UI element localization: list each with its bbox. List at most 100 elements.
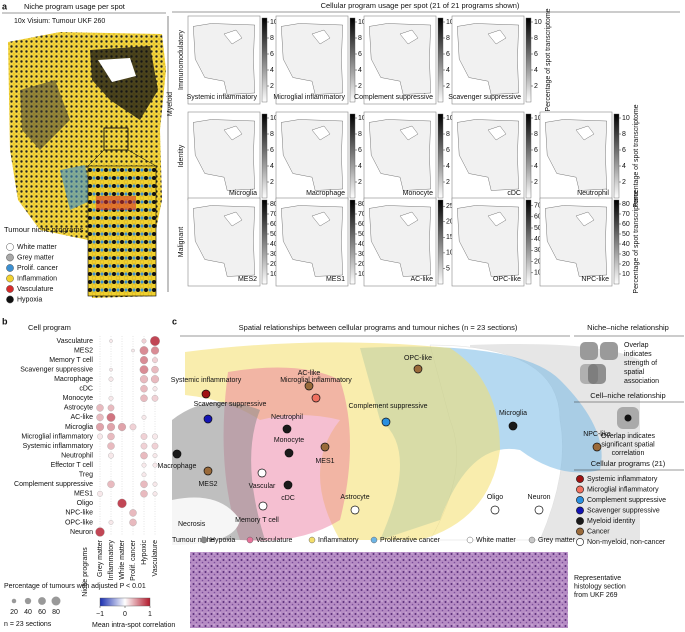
colorbar-tick-label: 30 (270, 251, 278, 258)
row-label: Vasculature (57, 338, 94, 345)
row-label: Monocyte (63, 395, 93, 402)
row-label: Oligo (77, 500, 93, 507)
panel-title: Spatial relationships between cellular p… (239, 323, 518, 332)
colorbar-tick-label: 4 (446, 163, 450, 170)
map-title: AC-like (410, 276, 433, 283)
dot (152, 481, 158, 487)
colorbar-tick-label: 10 (446, 115, 454, 122)
legend-label: Prolif. cancer (17, 265, 59, 272)
tissue-map (457, 205, 519, 277)
row-label: Systemic inflammatory (23, 443, 94, 450)
note: Overlap (624, 342, 649, 349)
legend-swatch (6, 253, 14, 262)
map-title: Microglial inflammatory (273, 94, 345, 101)
note: Overlap indicates (601, 433, 656, 440)
dot (151, 442, 159, 450)
colorbar-tick-label: 30 (622, 251, 630, 258)
colorbar-tick-label: 70 (622, 211, 630, 218)
program-node (203, 466, 213, 476)
program-label: OPC-like (404, 355, 432, 362)
size-key-label: 80 (52, 609, 60, 616)
dot (107, 432, 115, 441)
program-node (304, 381, 314, 391)
program-node (201, 389, 211, 399)
dot (129, 423, 137, 431)
dot (139, 346, 149, 355)
panel-label: c (172, 316, 177, 326)
program-legend-label: Microglial inflammatory (587, 486, 659, 493)
map-title: cDC (507, 190, 521, 197)
column-label: Grey matter (97, 539, 104, 577)
colorbar-tick-label: 6 (358, 147, 362, 154)
row-label: cDC (79, 386, 93, 393)
map-title: MES2 (238, 276, 257, 283)
note: indicates (624, 351, 652, 358)
program-swatch (576, 496, 584, 504)
program-label: MES1 (315, 458, 334, 465)
program-legend-label: Complement suppressive (587, 497, 666, 504)
tissue-map (369, 205, 431, 277)
dot (96, 404, 104, 412)
tissue-map (457, 23, 519, 95)
column-label: White matter (119, 539, 126, 579)
program-node (172, 449, 182, 459)
tissue-hole (487, 29, 507, 45)
colorbar-tick-label: 6 (270, 147, 274, 154)
dot (97, 490, 103, 497)
note: correlation (612, 450, 645, 457)
legend-label: Hypoxia (17, 296, 42, 303)
program-label: Monocyte (274, 437, 304, 444)
colorbar-tick-label: 2 (270, 179, 274, 186)
program-swatch (576, 506, 584, 515)
colorbar-tick-label: 2 (270, 83, 274, 90)
colorbar-title: Percentage of spot transcriptome (545, 8, 552, 111)
program-label: Memory T cell (235, 517, 279, 524)
niche-icon (580, 342, 618, 384)
colorbar-tick-label: 2 (622, 179, 626, 186)
dot (139, 356, 149, 365)
colorbar-tick-label: 5 (446, 265, 450, 272)
program-node (508, 421, 518, 431)
size-key (38, 597, 46, 605)
colorbar (349, 113, 356, 199)
colorbar-tick-label: 8 (622, 131, 626, 138)
program-swatch (576, 475, 584, 483)
colorbar-tick-label: 20 (270, 261, 278, 268)
dot (108, 520, 114, 525)
dot (150, 346, 160, 355)
row-label: OPC-like (65, 519, 93, 526)
row-label: MES2 (74, 347, 93, 354)
colorbar-tick-label: 10 (358, 19, 366, 26)
colorbar-tick-label: 6 (534, 51, 538, 58)
colorbar (261, 113, 268, 199)
colorbar-tick-label: 80 (358, 201, 366, 208)
column-label: Inflammatory (108, 540, 115, 581)
colorbar-tick-label: 40 (270, 241, 278, 248)
map-title: Complement suppressive (354, 94, 433, 101)
tissue-hole (487, 211, 507, 227)
dot (117, 498, 127, 508)
niche-swatch (528, 536, 536, 544)
size-legend-title: Percentage of tumours with adjusted P < … (4, 583, 146, 590)
colorbar-tick-label: 6 (270, 51, 274, 58)
dot (140, 433, 148, 440)
colorbar-tick-label: 10 (270, 271, 278, 278)
colorbar-tick-label: 2 (534, 83, 538, 90)
color-legend-title: Mean intra-spot correlation (92, 622, 175, 629)
colorbar (349, 17, 356, 103)
program-node (534, 505, 544, 515)
program-node (592, 442, 602, 452)
colorbar-tick-label: 40 (622, 241, 630, 248)
note: from UKF 269 (574, 592, 618, 599)
niche-label: White matter (476, 537, 516, 544)
program-swatch (576, 517, 584, 525)
row-label: Immunomodulatory (178, 30, 185, 90)
program-node (257, 468, 267, 478)
row-label: AC-like (70, 414, 93, 421)
dot (95, 527, 105, 537)
dot (152, 453, 158, 458)
tissue-hole (223, 29, 243, 45)
panel-title: Cellular program usage per spot (21 of 2… (321, 1, 520, 10)
colorbar (525, 113, 532, 199)
dot (96, 413, 104, 422)
